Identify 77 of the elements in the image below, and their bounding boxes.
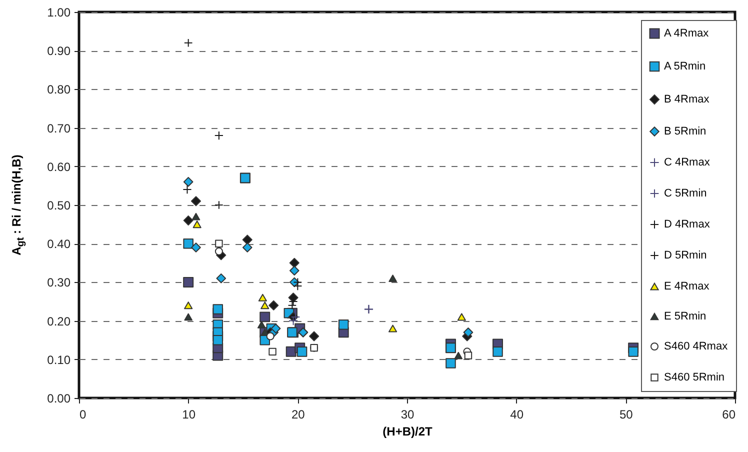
x-tick-label: 60 bbox=[722, 408, 736, 422]
point bbox=[290, 312, 300, 322]
y-tick-label: 0.40 bbox=[47, 237, 71, 252]
point bbox=[454, 352, 463, 360]
legend-label: C 5Rmin bbox=[664, 188, 707, 200]
y-tick-label: 0.20 bbox=[47, 314, 71, 328]
legend-label: D 5Rmin bbox=[664, 250, 707, 262]
point bbox=[216, 273, 226, 284]
legend-label: D 4Rmax bbox=[664, 218, 710, 230]
point bbox=[212, 334, 223, 346]
point bbox=[184, 302, 193, 310]
x-axis-title: (H+B)/2T bbox=[382, 424, 434, 438]
point bbox=[309, 331, 320, 342]
y-tick-label: 0.80 bbox=[47, 82, 71, 97]
point bbox=[192, 220, 202, 228]
point bbox=[242, 242, 252, 252]
point bbox=[289, 266, 300, 276]
x-tick-label: 40 bbox=[510, 408, 524, 422]
point bbox=[268, 348, 276, 356]
point bbox=[270, 324, 281, 334]
legend-label: C 4Rmax bbox=[664, 156, 710, 168]
x-tick-label: 20 bbox=[291, 408, 306, 422]
point bbox=[257, 321, 266, 328]
point bbox=[183, 176, 194, 187]
legend-label: B 4Rmax bbox=[664, 94, 710, 106]
point bbox=[296, 346, 308, 357]
y-tick-label: 0.60 bbox=[47, 160, 71, 174]
legend-label: S460 4Rmax bbox=[664, 340, 728, 352]
legend-label: B 5Rmin bbox=[664, 126, 706, 138]
point bbox=[268, 300, 279, 310]
legend-label: E 4Rmax bbox=[664, 280, 710, 292]
point bbox=[214, 130, 224, 140]
point bbox=[184, 38, 193, 48]
point bbox=[192, 212, 200, 220]
y-tick-label: 0.90 bbox=[47, 44, 71, 58]
y-tick-label: 0.50 bbox=[47, 198, 71, 212]
point bbox=[183, 215, 194, 226]
point bbox=[266, 332, 274, 340]
y-tick-label: 1.00 bbox=[47, 6, 71, 20]
point bbox=[492, 346, 503, 357]
point bbox=[215, 240, 223, 248]
point bbox=[242, 234, 252, 245]
point bbox=[214, 200, 224, 210]
point bbox=[289, 258, 300, 268]
point bbox=[457, 313, 466, 321]
point bbox=[182, 185, 192, 194]
legend-label: A 5Rmin bbox=[664, 60, 706, 72]
legend-label: E 5Rmin bbox=[664, 310, 706, 322]
point bbox=[183, 276, 194, 288]
x-tick-label: 0 bbox=[80, 408, 86, 422]
point bbox=[214, 247, 223, 256]
point bbox=[388, 324, 398, 332]
point bbox=[190, 196, 202, 206]
point bbox=[310, 344, 318, 352]
point bbox=[464, 352, 472, 360]
x-tick-label: 50 bbox=[619, 408, 634, 422]
point bbox=[258, 294, 267, 302]
legend-label: S460 5Rmin bbox=[664, 372, 725, 384]
x-tick-label: 30 bbox=[400, 408, 414, 422]
point bbox=[191, 242, 201, 252]
point bbox=[184, 313, 192, 321]
point bbox=[446, 358, 456, 368]
y-tick-label: 0.30 bbox=[47, 276, 71, 290]
point bbox=[212, 304, 223, 314]
x-tick-label: 10 bbox=[182, 408, 196, 422]
point bbox=[260, 312, 270, 322]
point bbox=[628, 346, 638, 357]
y-tick-label: 0.70 bbox=[47, 121, 71, 136]
point bbox=[388, 274, 397, 282]
point bbox=[260, 302, 270, 310]
point bbox=[338, 320, 349, 330]
y-tick-label: 0.00 bbox=[47, 392, 71, 406]
y-tick-label: 0.10 bbox=[47, 352, 71, 367]
point bbox=[288, 316, 298, 326]
point bbox=[183, 238, 194, 249]
point bbox=[463, 327, 474, 338]
legend-label: A 4Rmax bbox=[664, 28, 710, 40]
